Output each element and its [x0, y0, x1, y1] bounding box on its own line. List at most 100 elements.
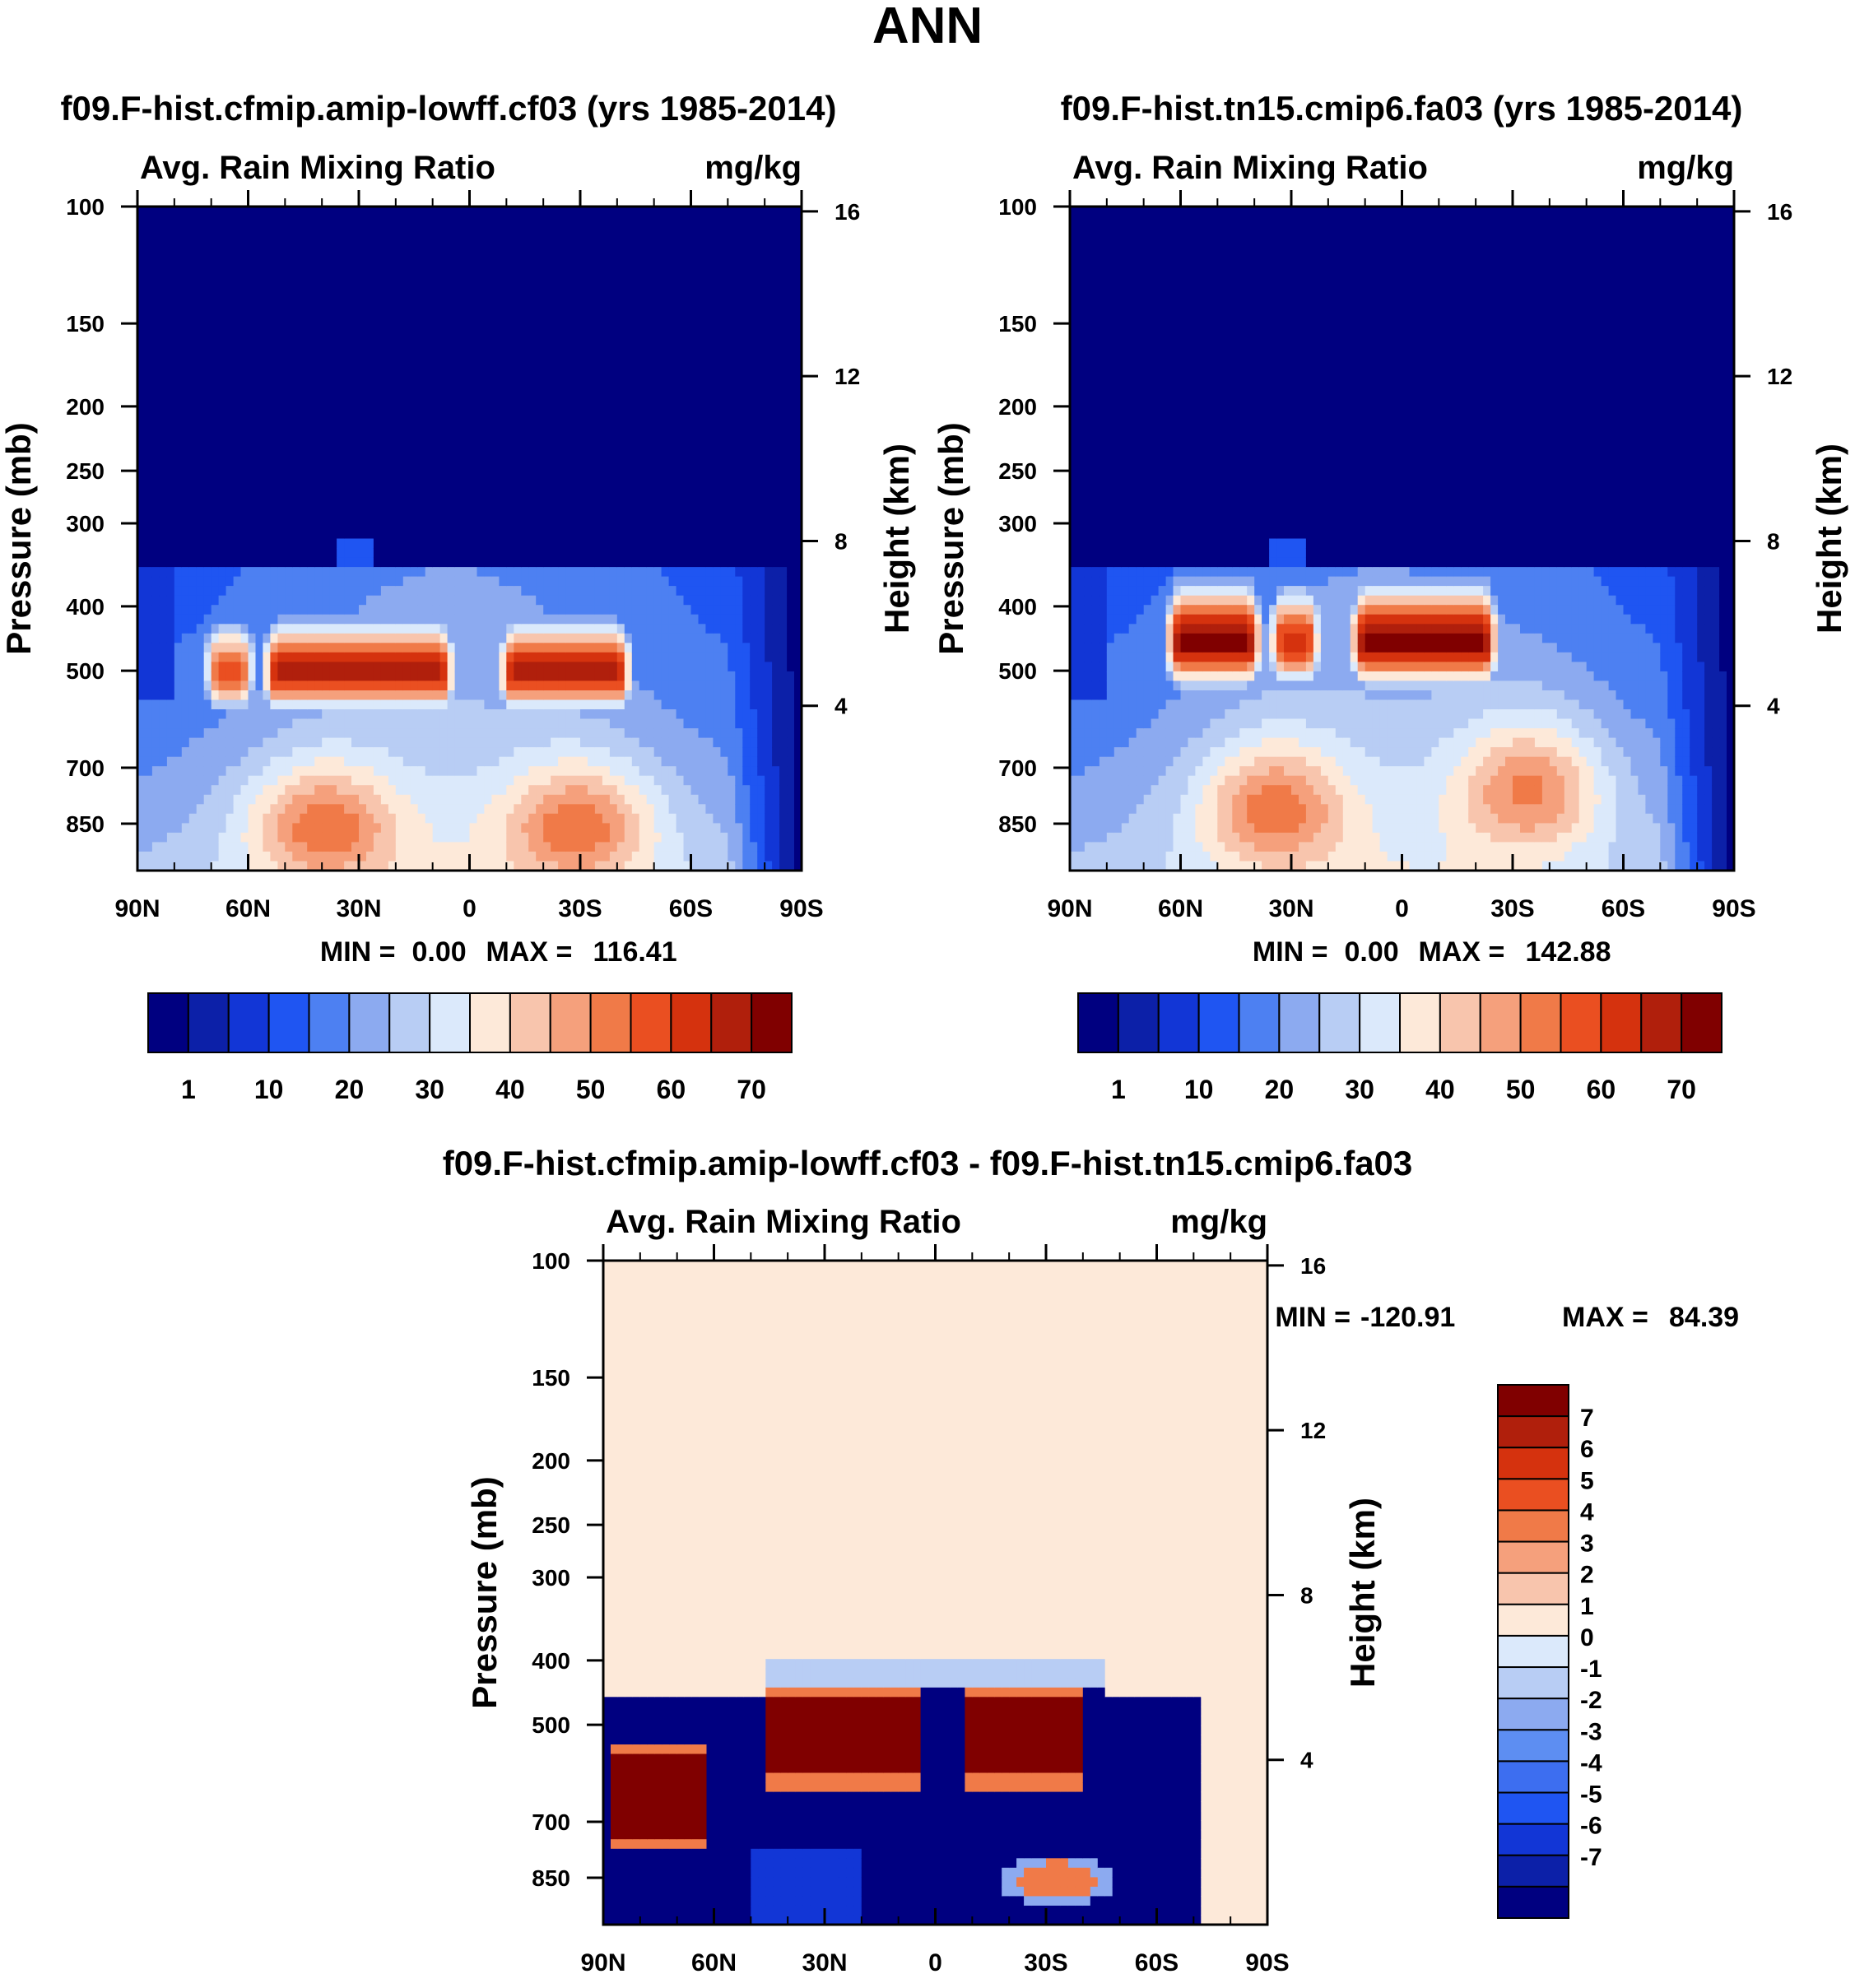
field-cell [300, 444, 308, 454]
field-cell [395, 662, 404, 672]
field-cell [240, 662, 249, 672]
field-cell [631, 775, 640, 786]
field-cell [145, 756, 153, 767]
field-cell [314, 396, 323, 406]
field-cell [395, 453, 404, 463]
field-cell [292, 529, 300, 540]
field-cell [573, 291, 581, 302]
field-cell [174, 614, 183, 625]
field-cell [277, 794, 286, 805]
field-cell [322, 225, 330, 236]
field-cell [277, 225, 286, 236]
field-cell [380, 434, 389, 444]
field-cell [218, 652, 227, 662]
field-cell [484, 310, 492, 321]
field-cell [322, 728, 330, 739]
field-cell [594, 538, 603, 549]
field-cell [277, 643, 286, 653]
field-cell [307, 766, 315, 777]
field-cell [248, 291, 257, 302]
field-cell [166, 861, 175, 871]
field-cell [263, 396, 271, 406]
field-cell [594, 576, 603, 587]
field-cell [225, 567, 235, 578]
field-cell [277, 358, 286, 369]
field-cell [425, 737, 434, 748]
field-cell [594, 387, 603, 397]
field-cell [166, 699, 175, 710]
field-cell [359, 253, 367, 264]
field-cell [373, 756, 382, 767]
field-cell [233, 823, 242, 834]
field-cell [344, 471, 352, 482]
field-cell [521, 662, 529, 672]
field-cell [543, 434, 551, 444]
field-cell [588, 462, 596, 473]
field-cell [447, 529, 456, 540]
field-cell [491, 481, 500, 492]
field-cell [255, 605, 264, 615]
field-cell [240, 490, 249, 501]
field-cell [359, 538, 367, 549]
field-cell [300, 737, 308, 748]
field-cell [285, 453, 293, 463]
field-cell [491, 662, 500, 672]
field-cell [248, 406, 257, 416]
field-cell [366, 557, 374, 568]
field-cell [543, 453, 551, 463]
field-cell [631, 263, 640, 274]
field-cell [477, 387, 486, 397]
field-cell [536, 207, 544, 217]
field-cell [233, 662, 242, 672]
field-cell [462, 699, 471, 710]
field-cell [263, 329, 271, 340]
field-cell [380, 861, 389, 871]
field-cell [588, 500, 596, 511]
field-cell [174, 244, 183, 255]
field-cell [388, 490, 397, 501]
field-cell [521, 348, 529, 359]
field-cell [366, 358, 374, 369]
field-cell [255, 348, 264, 359]
field-cell [594, 624, 603, 634]
field-cell [159, 519, 168, 530]
field-cell [166, 586, 175, 597]
field-cell [300, 348, 308, 359]
field-cell [432, 576, 441, 587]
field-cell [462, 272, 471, 283]
field-cell [322, 320, 330, 331]
field-cell [653, 785, 662, 796]
field-cell [255, 272, 264, 283]
field-cell [145, 253, 153, 264]
field-cell [491, 633, 500, 643]
field-cell [602, 662, 611, 672]
field-cell [425, 471, 434, 482]
field-cell [477, 804, 486, 815]
field-cell [580, 832, 588, 843]
field-cell [514, 548, 522, 559]
field-cell [196, 775, 205, 786]
field-cell [646, 368, 655, 379]
field-cell [528, 823, 537, 834]
field-cell [285, 434, 293, 444]
field-cell [159, 643, 168, 653]
field-cell [233, 490, 242, 501]
field-cell [609, 329, 618, 340]
field-cell [359, 842, 367, 852]
field-cell [366, 253, 374, 264]
field-cell [307, 509, 315, 520]
field-cell [432, 747, 441, 758]
field-cell [477, 272, 486, 283]
field-cell [248, 339, 257, 350]
field-cell [447, 244, 456, 255]
field-cell [499, 415, 507, 425]
field-cell [558, 794, 566, 805]
field-cell [653, 680, 662, 691]
field-cell [329, 235, 337, 245]
field-cell [469, 804, 478, 815]
field-cell [388, 310, 397, 321]
field-cell [359, 216, 367, 226]
field-cell [166, 823, 175, 834]
field-cell [477, 747, 486, 758]
field-cell [380, 633, 389, 643]
